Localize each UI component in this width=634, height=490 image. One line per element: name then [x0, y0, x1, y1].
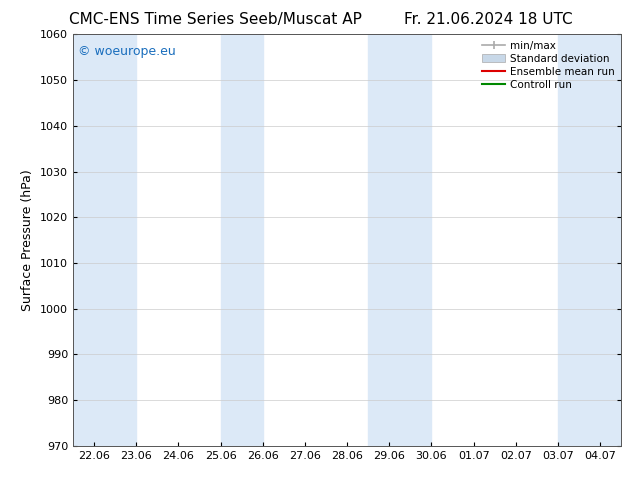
Bar: [558, 34, 621, 446]
Text: © woeurope.eu: © woeurope.eu: [79, 45, 176, 58]
Bar: [73, 34, 136, 446]
Bar: [368, 34, 432, 446]
Y-axis label: Surface Pressure (hPa): Surface Pressure (hPa): [22, 169, 34, 311]
Text: CMC-ENS Time Series Seeb/Muscat AP: CMC-ENS Time Series Seeb/Muscat AP: [69, 12, 362, 27]
Legend: min/max, Standard deviation, Ensemble mean run, Controll run: min/max, Standard deviation, Ensemble me…: [478, 36, 619, 94]
Bar: [221, 34, 262, 446]
Text: Fr. 21.06.2024 18 UTC: Fr. 21.06.2024 18 UTC: [404, 12, 573, 27]
